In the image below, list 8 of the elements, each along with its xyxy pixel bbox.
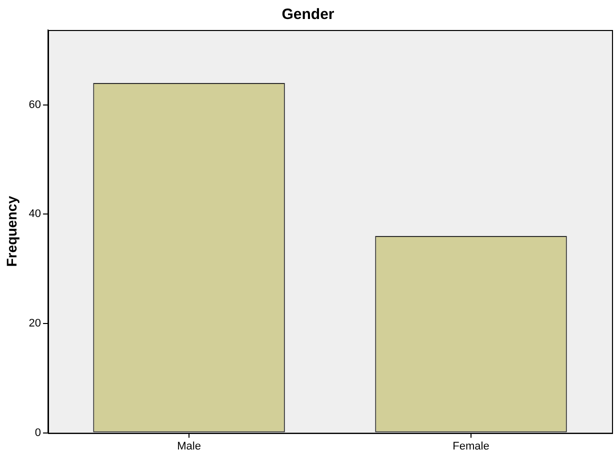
y-axis-title: Frequency: [3, 196, 20, 267]
y-tick-label: 20: [28, 318, 42, 330]
y-tick-label: 0: [34, 426, 42, 439]
y-tick-label: 40: [28, 208, 42, 220]
y-tick-label: 60: [28, 98, 42, 111]
x-tick-label: Male: [177, 440, 201, 452]
x-tick-label: Female: [452, 440, 490, 452]
chart-title: Gender: [282, 6, 334, 24]
